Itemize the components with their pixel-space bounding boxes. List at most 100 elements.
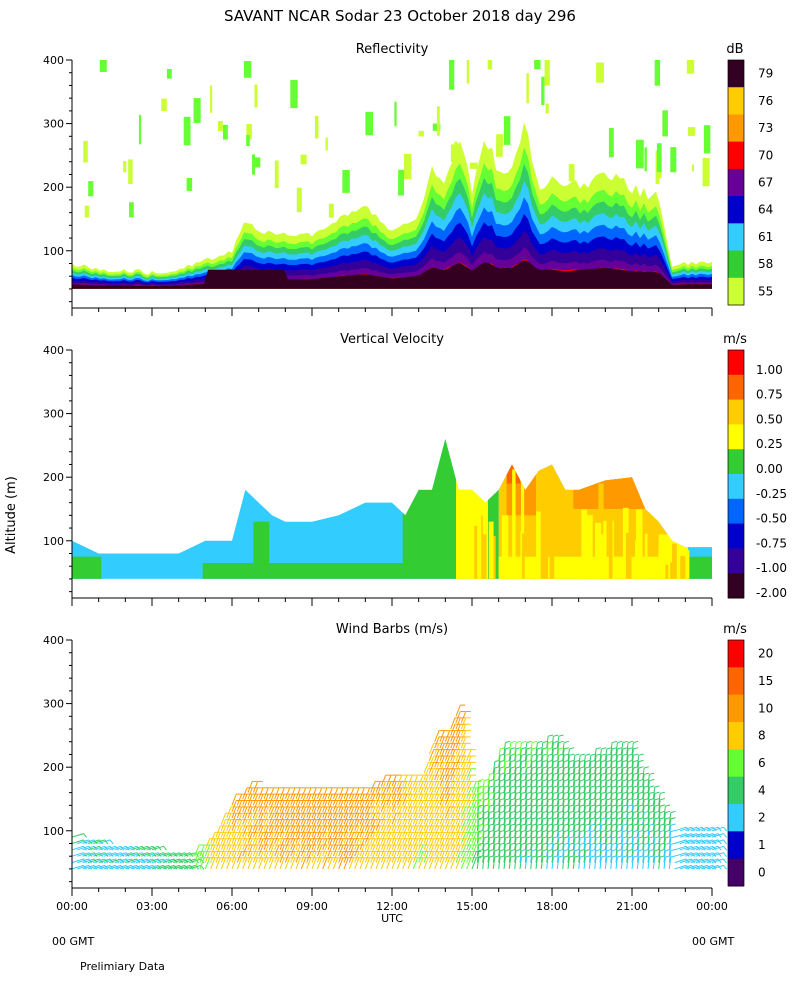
wind-barb [610,831,613,844]
wind-barb [279,844,285,857]
wind-barb [578,767,581,780]
wind-barb [583,844,586,857]
wind-barb [594,850,597,863]
wind-barb [460,774,467,787]
wind-barb [546,831,549,844]
wind-barb [391,793,397,806]
wind-barb [562,742,565,755]
wind-barb-flag [723,833,727,838]
wind-barb [157,858,169,864]
wind-barb [359,793,365,806]
wind-barb [482,806,485,819]
wind-barb [498,812,501,825]
wind-barb [450,768,456,781]
wind-barb [626,761,629,774]
wind-barb [530,755,533,768]
wind-barb [444,793,451,806]
wind-barb [631,831,634,844]
reflectivity-echo [403,153,412,180]
wind-barb [396,800,403,812]
wind-barb [284,787,291,800]
wind-barb-flag [717,826,722,832]
wind-barb [274,844,280,857]
wind-barb [519,825,522,838]
wind-barb [423,806,429,819]
wind-barb [535,856,538,869]
wind-barb [295,825,301,838]
wind-barb [455,768,461,781]
wind-barb [487,844,490,857]
wind-barb [620,831,624,844]
wind-barb [300,806,307,819]
wind-barb [423,793,429,806]
wind-barb [588,825,592,838]
wind-barb [93,864,105,870]
wind-barb [434,749,440,761]
wind-barb [583,799,586,812]
wind-barb [231,857,237,870]
wind-barb [599,806,602,819]
wind-barb [141,852,153,857]
wind-barb [455,730,461,742]
wind-barb [130,845,143,851]
wind-barb [316,800,323,812]
wind-barb [658,831,661,844]
wind-barb-flag [712,839,717,845]
wind-barb [450,800,456,812]
wind-barb [375,800,381,812]
wind-barb [300,787,307,800]
wind-barb [247,787,253,800]
wind-barb-flag [510,747,516,750]
wind-barb [631,793,634,806]
wind-barb [306,825,312,838]
wind-barb-flag [147,852,151,857]
wind-barb-flag [633,740,639,743]
wind-barb [295,793,301,806]
wind-barb-flag [707,839,711,845]
colorbar-label: -1.00 [756,561,787,575]
wind-barb-flag [125,865,130,870]
wind-barb-flag [723,858,727,864]
wind-barb [578,850,581,863]
wind-barb [551,767,554,780]
wind-barb [620,787,624,800]
wind-barb [620,742,624,755]
wind-barb [274,825,280,838]
wind-barb [711,833,724,838]
wind-barb [354,832,360,844]
wind-barb-flag [83,858,87,864]
wind-barb [476,812,480,825]
wind-barb [370,819,376,831]
wind-barb [695,833,708,838]
wind-barb [604,787,608,800]
colorbar-swatch [728,60,744,88]
velocity-streak [665,564,669,579]
wind-barb [551,850,554,863]
wind-barb [439,793,445,806]
wind-barb [610,742,613,755]
reflectivity-echo [469,162,478,169]
wind-barb-flag [136,858,141,864]
wind-barb [396,781,403,793]
wind-barb [279,787,285,800]
wind-barb [631,767,634,780]
wind-barb-flag [141,865,146,870]
wind-barb [236,813,243,825]
wind-barb-flag [701,865,706,870]
reflectivity-echo [432,123,441,131]
wind-barb [546,780,549,793]
wind-barb [114,864,127,870]
wind-barb-flag [547,740,554,743]
wind-barb [375,781,381,793]
wind-barb [508,831,512,844]
wind-barb [306,806,312,819]
wind-barb [311,857,317,870]
wind-barb [343,857,349,870]
wind-barb [450,774,456,787]
wind-barb [540,774,544,787]
wind-barb [647,806,650,819]
wind-barb [263,851,269,863]
wind-barb [418,851,424,863]
wind-barb [562,831,565,844]
wind-barb [439,743,445,755]
